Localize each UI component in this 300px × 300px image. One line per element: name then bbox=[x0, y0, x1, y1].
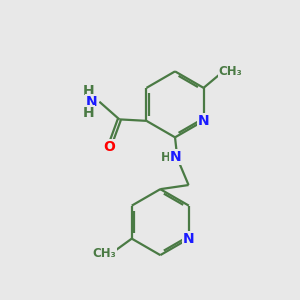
Text: H: H bbox=[82, 83, 94, 98]
Text: N: N bbox=[183, 232, 195, 246]
Text: H: H bbox=[161, 151, 171, 164]
Text: N: N bbox=[170, 150, 182, 164]
Text: CH₃: CH₃ bbox=[218, 64, 242, 78]
Text: O: O bbox=[103, 140, 115, 154]
Text: N: N bbox=[198, 114, 209, 128]
Text: N: N bbox=[86, 95, 98, 109]
Text: CH₃: CH₃ bbox=[92, 247, 116, 260]
Text: H: H bbox=[82, 106, 94, 120]
